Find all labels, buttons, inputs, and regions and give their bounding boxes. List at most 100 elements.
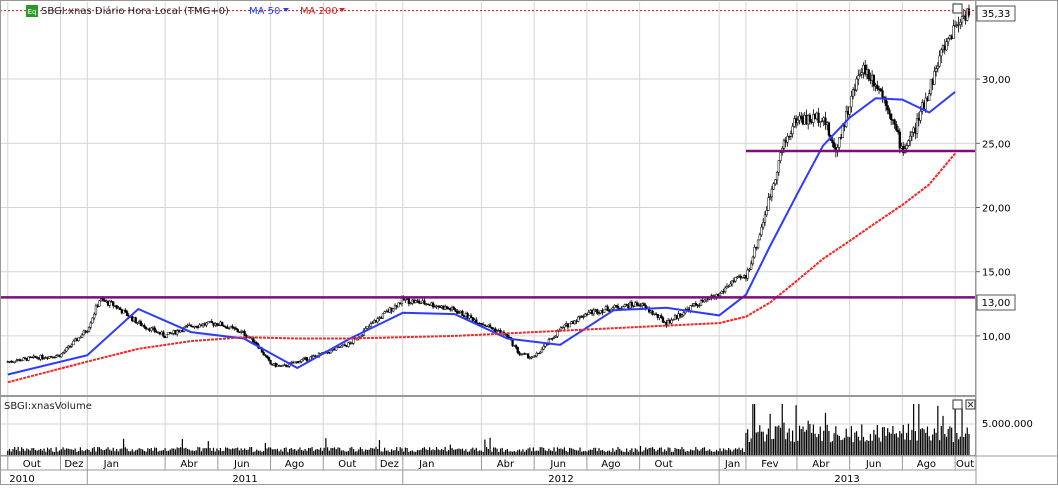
candle-body (573, 320, 576, 325)
price-tick-label: 10,00 (982, 332, 1011, 343)
candle-body (763, 214, 767, 223)
candle-body (597, 312, 601, 314)
candle-body (150, 327, 153, 332)
candle-body (860, 72, 863, 75)
volume-bar (857, 436, 859, 455)
volume-bar (788, 428, 790, 455)
volume-bar (78, 451, 80, 455)
volume-bar (403, 451, 405, 455)
volume-bar (454, 449, 457, 455)
volume-bar (221, 451, 223, 455)
volume-bar (231, 448, 234, 455)
volume-bar (671, 451, 673, 455)
ma50-dropdown-icon[interactable] (283, 8, 289, 12)
candle-body (298, 361, 302, 364)
main-legend[interactable]: Eq SBGI:xnas Diário Hora Local (TMG+0) M… (26, 5, 345, 17)
candle-body (234, 328, 238, 330)
candle-body (680, 314, 684, 317)
volume-bar (560, 448, 562, 455)
candle-body (475, 319, 478, 324)
volume-bar (700, 449, 702, 455)
volume-bar (537, 450, 540, 455)
volume-bar (828, 430, 830, 455)
volume-bar (399, 447, 401, 455)
candle-body (125, 311, 129, 317)
ma50-line[interactable] (7, 91, 956, 376)
candle-body (134, 317, 137, 324)
candle-body (651, 310, 654, 315)
volume-bar (591, 449, 593, 455)
volume-bar (316, 448, 318, 455)
price-tick-label: 25,00 (982, 139, 1011, 150)
month-label: Jan (724, 459, 740, 470)
volume-bar (148, 449, 151, 455)
candle-body (153, 327, 156, 332)
candle-body (850, 95, 853, 108)
volume-bar (401, 448, 403, 455)
volume-bar (57, 451, 59, 455)
ma200-dropdown-icon[interactable] (339, 8, 345, 12)
volume-bar (549, 450, 552, 455)
volume-bar (916, 440, 918, 455)
volume-bar (811, 432, 813, 455)
volume-bar (790, 441, 792, 455)
ma200-legend[interactable]: MA 200 (300, 6, 338, 17)
candle-body (98, 300, 101, 307)
candle-body (124, 309, 127, 312)
volume-bar (441, 449, 443, 455)
volume-bar (311, 447, 313, 455)
volume-bar (767, 428, 770, 455)
volume-bar (961, 407, 963, 455)
volume-bar (753, 404, 756, 455)
volume-bar (888, 432, 891, 455)
candle-body (343, 344, 347, 346)
volume-bar (282, 451, 284, 455)
candle-body (563, 324, 566, 328)
volume-bar (79, 447, 81, 455)
volume-bar (949, 426, 951, 455)
volume-bar (183, 448, 185, 455)
volume-bar (109, 449, 111, 455)
volume-bar (294, 448, 296, 455)
volume-bar (110, 450, 113, 455)
volume-bar (733, 449, 735, 455)
candle-body (55, 355, 58, 358)
volume-bar (314, 449, 317, 455)
volume-bar (121, 448, 123, 455)
candle-body (91, 317, 94, 324)
volume-bar (396, 446, 398, 455)
volume-bar (439, 450, 441, 455)
volume-bar (123, 438, 125, 455)
candle-body (539, 351, 542, 354)
ma50-legend[interactable]: MA 50 (249, 6, 280, 17)
support-lines[interactable] (0, 10, 975, 299)
series-title: SBGI:xnas Diário Hora Local (TMG+0) (41, 5, 229, 17)
candle-body (369, 323, 372, 327)
volume-bar (83, 451, 85, 455)
maximize-volume-panel-icon[interactable] (952, 399, 963, 410)
volume-bar (408, 451, 410, 455)
candle-body (762, 221, 765, 228)
volume-bar (107, 447, 109, 455)
support-price-tag: 13,00 (976, 294, 1016, 311)
volume-bar (586, 451, 588, 455)
candle-body (682, 312, 685, 316)
candle-body (437, 305, 440, 308)
volume-bar (669, 447, 671, 455)
volume-bar (712, 451, 714, 455)
volume-legend: SBGI:xnasVolume (4, 401, 92, 412)
volume-bar (902, 424, 904, 455)
maximize-price-panel-icon[interactable] (952, 3, 963, 14)
candle-body (34, 355, 37, 358)
candle-body (22, 357, 25, 361)
volume-bar (804, 431, 806, 455)
candle-body (347, 342, 350, 347)
volume-bar (714, 451, 716, 455)
candle-body (480, 323, 483, 325)
volume-bar (93, 447, 95, 455)
volume-bar (283, 447, 285, 455)
volume-bar (285, 447, 287, 455)
candle-body (767, 197, 770, 211)
candle-body (758, 234, 761, 241)
